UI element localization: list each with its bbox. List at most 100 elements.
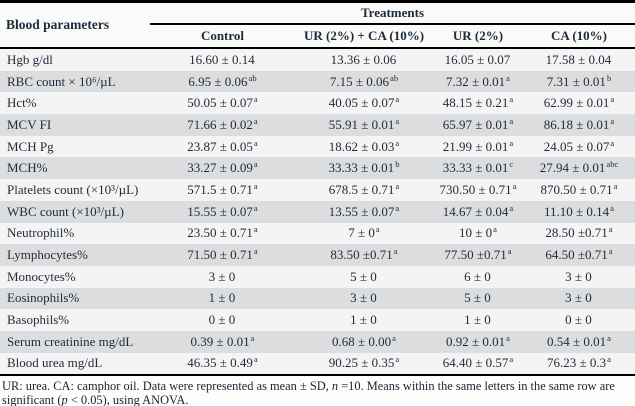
value-cell-control: 1 ± 0 [150,288,295,310]
row-label: WBC count (×10³/µL) [7,203,124,219]
table-header: Blood parameters Treatments Control UR (… [0,3,635,49]
value-text: 65.97 ± 0.01 [442,116,509,132]
value-text: 1 ± 0 [464,312,491,328]
value-text: 55.91 ± 0.01 [328,116,395,132]
value-text: 28.50 ±0.71 [545,225,608,241]
value-cell-control: 50.05 ± 0.07 a [187,94,258,111]
value-text: 62.99 ± 0.01 [543,95,610,111]
value-text: 0.68 ± 0.00 [332,333,392,349]
value-cell-control: 71.50 ± 0.71 a [187,246,258,263]
value-cell-ur-ca: 13.36 ± 0.06 [295,49,433,71]
table-row: MCH Pg 23.87 ± 0.05 a 18.62 ± 0.03 a 21.99… [0,135,635,158]
value-text: 1 ± 0 [350,312,377,328]
value-text: 11.10 ± 0.14 [544,203,610,219]
value-text: 50.05 ± 0.07 [187,95,253,111]
value-cell-ur-ca: 55.91 ± 0.01 a [328,115,400,132]
footnote-text-2: =10. Means within the same letters in th… [2,379,615,406]
value-cell-ca: 7.31 ± 0.01 b [546,72,612,89]
value-cell-ur: 48.15 ± 0.21 a [442,94,514,111]
value-text: 33.27 ± 0.09 [187,160,253,176]
value-cell-ca: 870.50 ± 0.71 a [540,180,618,197]
row-label: MCV FI [7,116,52,132]
value-text: 1 ± 0 [208,290,236,306]
value-cell-ur-ca: 1 ± 0 [295,309,433,331]
value-cell-ur-ca: 13.55 ± 0.07 a [328,202,400,219]
value-text: 730.50 ± 0.71 [439,181,512,197]
footnote-text-3: < 0.05), using ANOVA. [67,392,189,406]
value-text: 0.54 ± 0.01 [547,333,607,349]
table-row: Eosinophils% 1 ± 0 3 ± 0 5 ± 0 3 ± 0 [0,287,635,310]
value-text: 10 ± 0 [459,225,493,241]
table-row: Blood urea mg/dL 46.35 ± 0.49 a 90.25 ± 0… [0,352,635,375]
value-cell-ca: 62.99 ± 0.01 a [543,94,615,111]
value-text: 3 ± 0 [565,290,592,306]
column-headers-row: Control UR (2%) + CA (10%) UR (2%) CA (1… [150,25,635,47]
value-text: 76.23 ± 0.3 [547,355,607,371]
value-cell-ur: 64.40 ± 0.57 a [442,354,514,371]
value-cell-ca: 64.50 ±0.71 a [545,246,613,263]
value-text: 870.50 ± 0.71 [540,181,613,197]
table-row: Basophils% 0 ± 0 1 ± 0 1 ± 0 0 ± 0 [0,309,635,331]
row-label: Hgb g/dl [7,51,53,67]
table-row: Lymphocytes% 71.50 ± 0.71 a 83.50 ±0.71 a … [0,244,635,266]
value-cell-control: 0.39 ± 0.01 a [190,332,255,349]
column-header-ca: CA (10%) [551,28,607,43]
table-row: Hct% 50.05 ± 0.07 a 40.05 ± 0.07 a 48.15 ±… [0,92,635,115]
value-cell-ca: 76.23 ± 0.3 a [547,354,611,371]
row-label: Monocytes% [7,268,76,284]
value-text: 3 ± 0 [208,268,236,284]
value-text: 16.60 ± 0.14 [189,51,255,67]
value-cell-ur-ca: 0.68 ± 0.00 a [332,332,396,349]
value-cell-control: 46.35 ± 0.49 a [187,354,258,371]
value-text: 0.92 ± 0.01 [446,333,506,349]
footnote-var-p: p [61,392,68,406]
value-text: 0 ± 0 [565,312,592,328]
value-text: 18.62 ± 0.03 [328,138,395,154]
value-text: 27.94 ± 0.01 [539,160,606,176]
value-text: 21.99 ± 0.01 [442,138,509,154]
table-row: WBC count (×10³/µL) 15.55 ± 0.07 a 13.55 … [0,200,635,223]
value-text: 24.05 ± 0.07 [543,138,610,154]
value-cell-ca: 0.54 ± 0.01 a [547,332,611,349]
treatments-group-header: Treatments [150,3,635,25]
value-text: 71.66 ± 0.02 [187,116,253,132]
row-label: Serum creatinine mg/dL [7,333,134,349]
footnote-var-n: n [331,379,339,394]
value-cell-control: 33.27 ± 0.09 a [187,159,258,176]
value-text: 64.40 ± 0.57 [442,355,509,371]
value-cell-ur: 7.32 ± 0.01 a [446,72,510,89]
value-cell-ca: 17.58 ± 0.04 [523,49,635,71]
value-text: 23.87 ± 0.05 [187,138,253,154]
row-label: Hct% [7,95,37,111]
value-cell-ur: 21.99 ± 0.01 a [442,137,514,154]
value-cell-ur-ca: 5 ± 0 [295,266,433,288]
footnote-text-1: UR: urea. CA: camphor oil. Data were rep… [2,379,332,394]
row-label: Neutrophil% [7,225,75,241]
value-text: 5 ± 0 [464,290,491,306]
value-cell-ca: 3 ± 0 [523,288,635,310]
row-label: Blood urea mg/dL [7,355,103,371]
table-footnote: UR: urea. CA: camphor oil. Data were rep… [0,376,635,406]
value-text: 13.36 ± 0.06 [330,51,397,67]
value-cell-ca: 27.94 ± 0.01 abc [539,159,619,176]
value-cell-control: 71.66 ± 0.02 a [187,115,258,132]
value-cell-ur-ca: 83.50 ±0.71 a [330,246,398,263]
column-header-ur-ca: UR (2%) + CA (10%) [303,28,425,43]
value-cell-ca: 3 ± 0 [523,266,635,288]
value-cell-ur: 6 ± 0 [433,266,523,288]
table-row: Serum creatinine mg/dL 0.39 ± 0.01 a 0.68… [0,330,635,353]
value-cell-control: 0 ± 0 [150,309,295,331]
value-cell-control: 571.5 ± 0.71 a [187,180,258,197]
row-label: RBC count × 10⁶/µL [7,73,116,89]
value-text: 7.31 ± 0.01 [546,73,606,89]
value-cell-ur: 77.50 ±0.71 a [444,246,512,263]
value-text: 77.50 ±0.71 [444,247,507,263]
row-label: Lymphocytes% [7,247,88,263]
value-cell-ur-ca: 3 ± 0 [295,288,433,310]
value-text: 86.18 ± 0.01 [543,116,610,132]
blood-parameters-table: Blood parameters Treatments Control UR (… [0,0,635,377]
value-text: 0.39 ± 0.01 [190,333,250,349]
value-text: 46.35 ± 0.49 [187,355,253,371]
